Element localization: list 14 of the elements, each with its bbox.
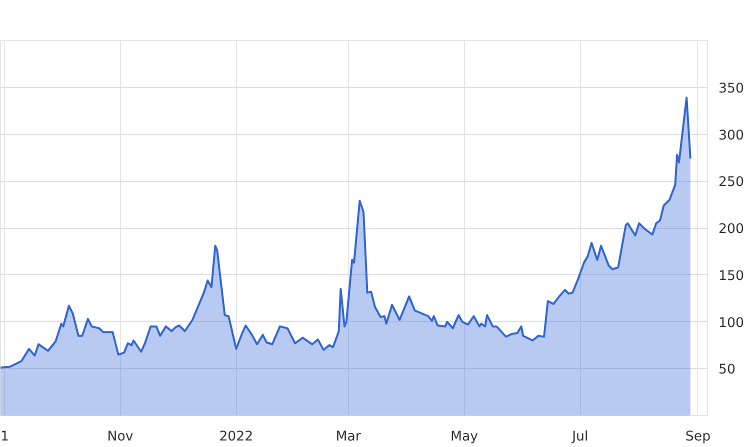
y-tick-label: 150 (718, 268, 744, 284)
x-tick-label: Mar (336, 430, 362, 444)
y-tick-label: 300 (718, 128, 744, 144)
x-tick-label: Nov (107, 430, 134, 444)
y-tick-label: 200 (718, 222, 744, 237)
x-tick-label: Sep (685, 430, 711, 444)
y-tick-label: 100 (718, 316, 744, 331)
y-tick-label: 250 (718, 175, 744, 190)
y-tick-label: 50 (718, 362, 736, 378)
x-tick-label: May (450, 430, 478, 444)
x-tick-label: 2022 (219, 430, 254, 444)
x-tick-label: Jul (571, 430, 588, 444)
y-tick-label: 350 (718, 81, 744, 96)
x-tick-label: 1 (0, 430, 9, 444)
